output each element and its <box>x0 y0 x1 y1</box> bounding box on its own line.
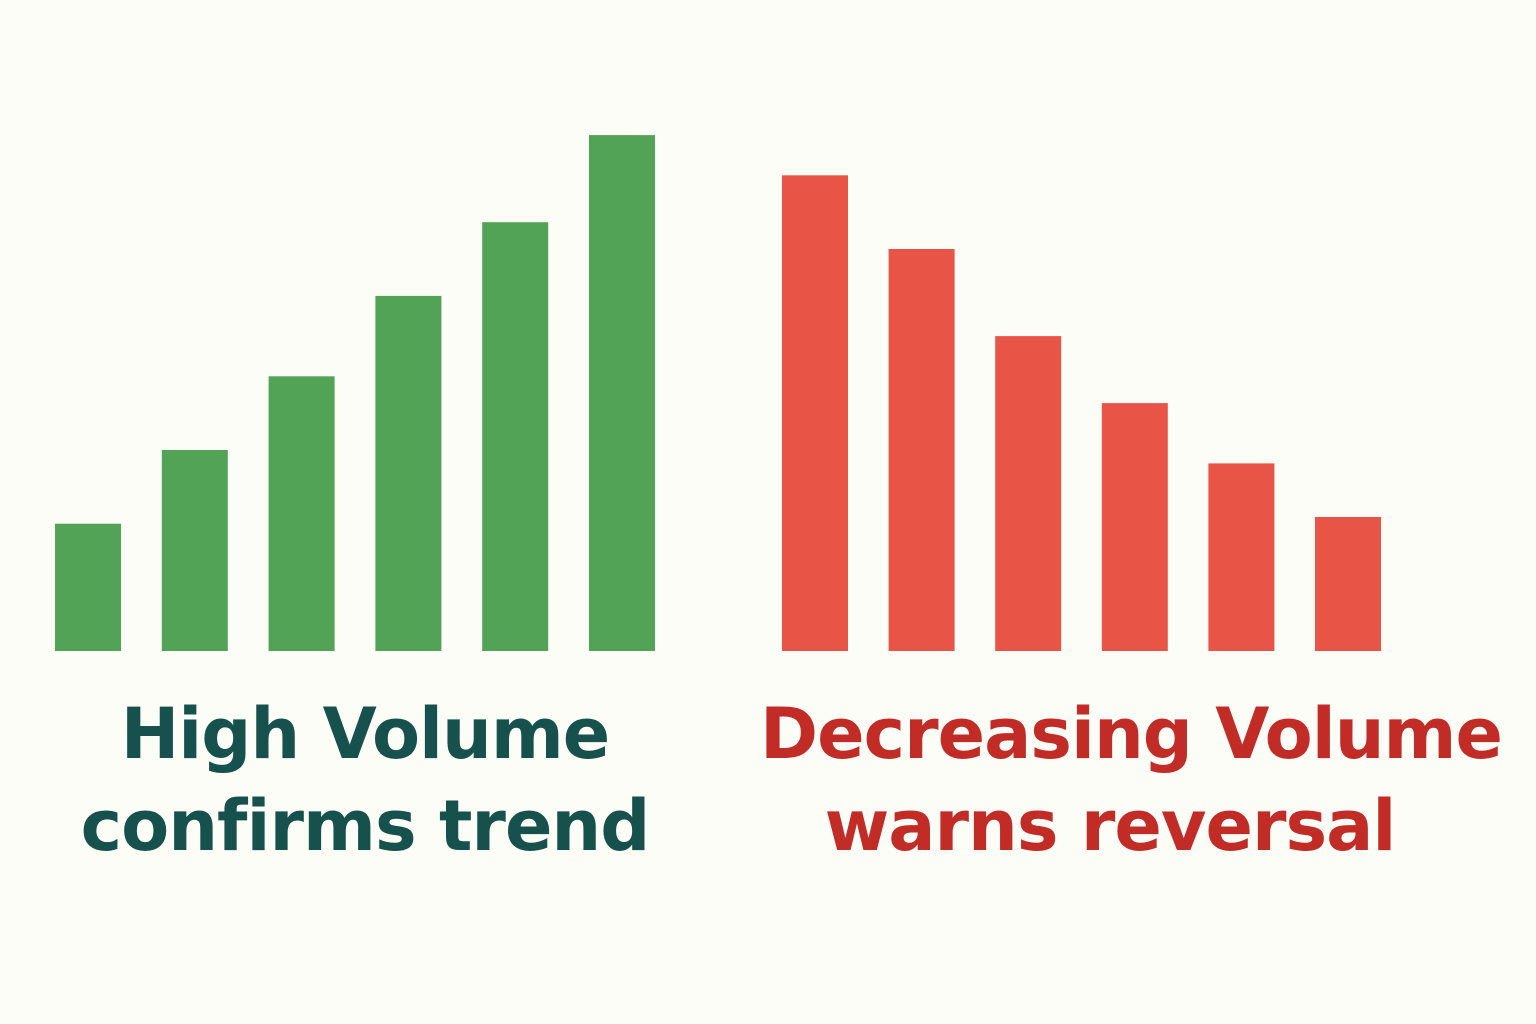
high-volume-caption-line2: confirms trend <box>80 785 651 867</box>
high-volume-caption: High Volume confirms trend <box>40 688 690 872</box>
high-volume-bar-2 <box>161 450 228 651</box>
decreasing-volume-bar-4 <box>1101 403 1168 651</box>
high-volume-bar-1 <box>55 523 121 651</box>
decreasing-volume-bar-1 <box>782 175 848 652</box>
decreasing-volume-bar-3 <box>995 336 1062 651</box>
high-volume-bar-3 <box>268 376 335 651</box>
decreasing-volume-caption: Decreasing Volume warns reversal <box>760 688 1503 872</box>
high-volume-bar-group <box>55 135 655 652</box>
high-volume-bar-6 <box>589 135 655 652</box>
decreasing-volume-bar-6 <box>1315 517 1381 651</box>
high-volume-caption-line1: High Volume <box>120 693 611 775</box>
decreasing-volume-caption-line1: Decreasing Volume <box>760 693 1503 775</box>
decreasing-volume-bar-group <box>782 175 1381 652</box>
decreasing-volume-bar-5 <box>1208 463 1275 651</box>
high-volume-bar-5 <box>482 222 549 651</box>
decreasing-volume-bar-2 <box>888 249 955 651</box>
high-volume-bar-4 <box>375 295 442 651</box>
decreasing-volume-caption-line2: warns reversal <box>824 785 1397 867</box>
